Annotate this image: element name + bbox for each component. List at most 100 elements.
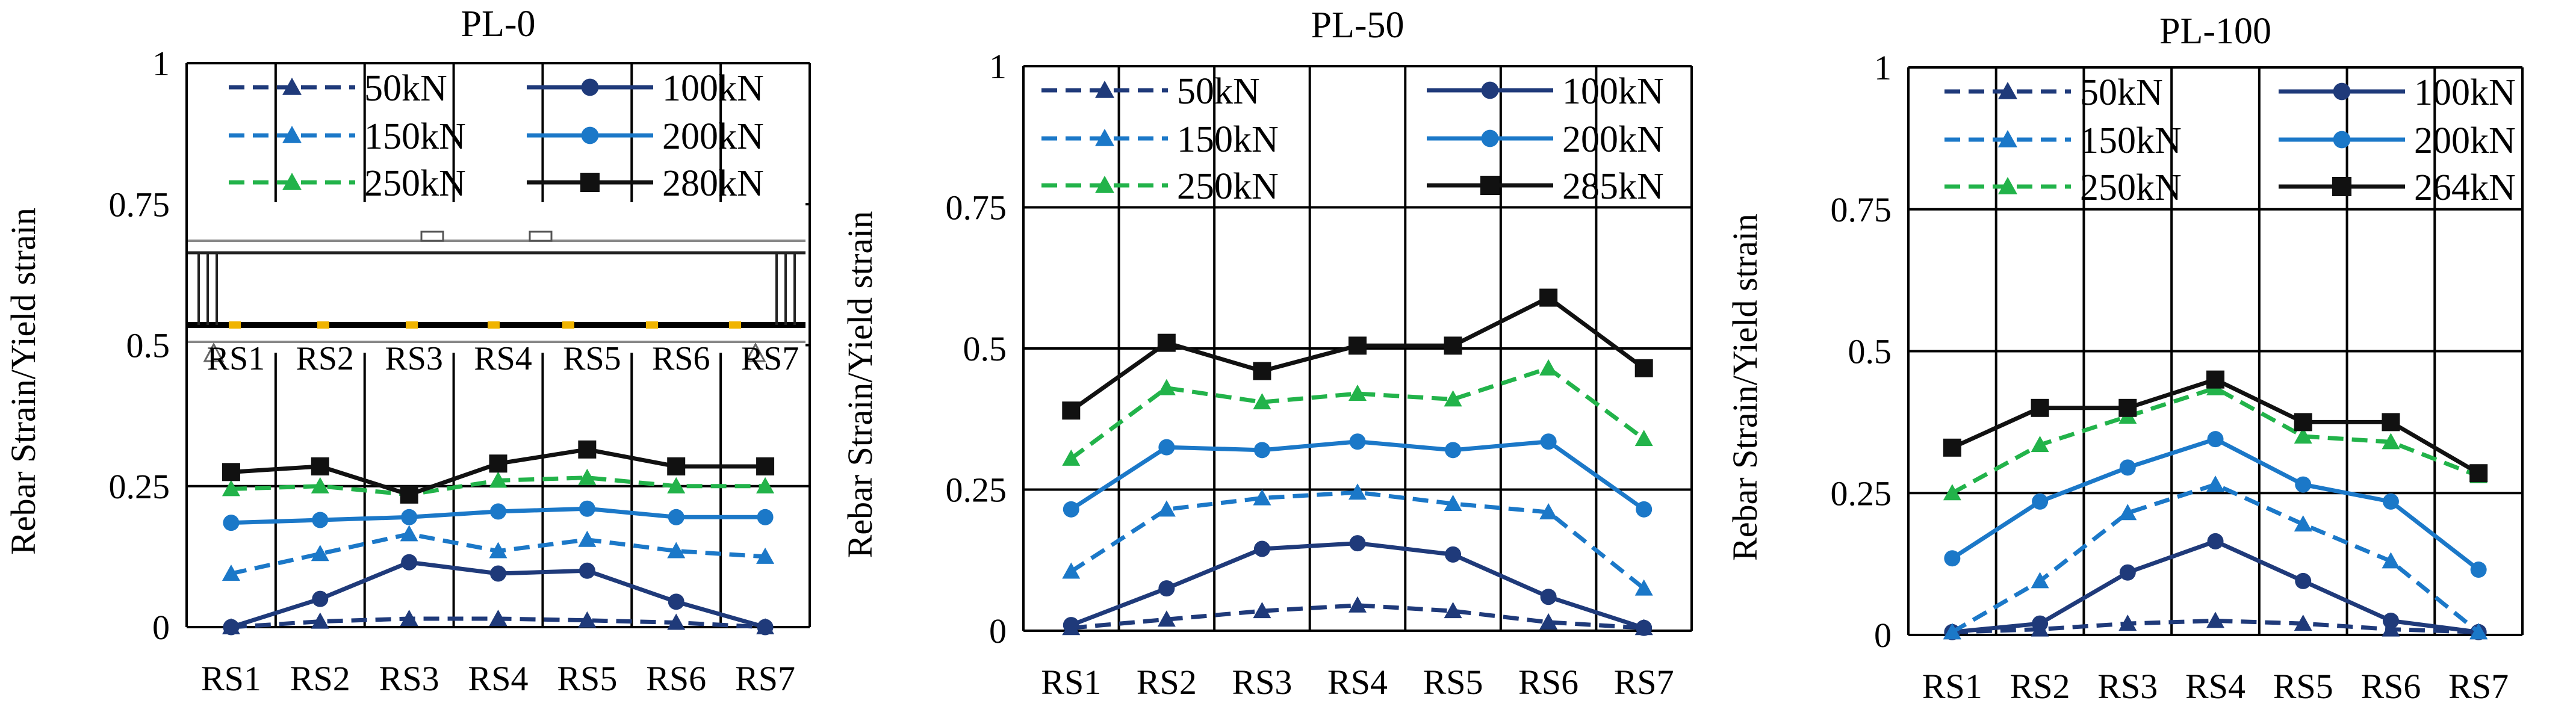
- data-point-RS2: [312, 590, 329, 607]
- data-point-RS7: [756, 547, 775, 564]
- y-tick-label: 0.75: [1831, 190, 1892, 229]
- inset-strain-gauge: [562, 321, 574, 329]
- data-point-RS6: [668, 593, 684, 610]
- data-point-RS4: [1349, 596, 1367, 613]
- data-point-RS3: [2118, 504, 2137, 521]
- chart-panel-2: PL-50 0 0.25 0.5 0.75 1 RS1 RS2 RS3 RS4 RS5 RS6 RS7 R…: [840, 5, 1693, 702]
- data-point-RS4: [2207, 533, 2224, 549]
- data-point-RS4: [490, 503, 506, 520]
- data-point-RS4: [2206, 370, 2224, 389]
- x-tick-label: RS3: [379, 659, 439, 698]
- data-point-RS4: [1349, 483, 1367, 500]
- data-point-RS3: [1253, 540, 1270, 557]
- data-point-RS2: [311, 545, 329, 562]
- data-point-RS4: [2206, 611, 2224, 628]
- data-point-RS6: [1539, 613, 1558, 630]
- inset-strain-gauge: [646, 321, 658, 329]
- legend-label: 250kN: [364, 163, 466, 204]
- data-point-RS6: [2382, 413, 2400, 432]
- legend-label: 150kN: [1177, 119, 1279, 160]
- data-point-RS6: [2382, 493, 2399, 510]
- y-tick-label: 0: [989, 611, 1007, 651]
- series-200kN: [1063, 433, 1653, 518]
- x-tick-label: RS7: [735, 659, 795, 698]
- legend-label: 100kN: [2414, 72, 2516, 113]
- data-point-RS3: [1253, 442, 1270, 459]
- inset-support: [745, 342, 766, 362]
- legend-label: 250kN: [2080, 167, 2182, 208]
- series-150kN: [222, 525, 775, 581]
- data-point-RS5: [1444, 390, 1462, 407]
- data-point-RS3: [400, 525, 418, 542]
- data-point-RS7: [757, 619, 774, 636]
- data-point-RS1: [1943, 623, 1961, 640]
- x-tick-label: RS1: [1041, 663, 1101, 702]
- series-line: [1070, 541, 1645, 630]
- data-point-RS3: [1253, 489, 1271, 506]
- data-point-RS6: [1539, 288, 1558, 307]
- data-point-RS1: [1943, 438, 1961, 457]
- legend-swatch-marker: [1998, 177, 2017, 194]
- x-tick-label: RS7: [2448, 667, 2509, 706]
- data-point-RS7: [1636, 619, 1653, 636]
- data-point-RS2: [1157, 500, 1176, 517]
- data-point-RS4: [490, 565, 506, 582]
- data-point-RS6: [2382, 433, 2400, 450]
- data-point-RS7: [756, 477, 775, 494]
- data-point-RS5: [578, 611, 597, 628]
- legend-swatch-marker: [1095, 176, 1114, 193]
- legend: 50kN 100kN 150kN 200kN 250kN 285kN: [1041, 71, 1664, 207]
- inset-gauge-label: RS2: [296, 340, 355, 377]
- y-tick-label: 0.75: [109, 185, 170, 224]
- x-tick-label: RS6: [2360, 667, 2421, 706]
- data-point-RS7: [1636, 501, 1653, 518]
- inset-load-plate: [529, 231, 553, 242]
- series-250kN: [1062, 359, 1653, 466]
- series-100kN: [1063, 535, 1653, 636]
- chart-title: PL-0: [461, 4, 536, 45]
- data-point-RS3: [401, 554, 418, 571]
- x-tick-label: RS5: [1423, 663, 1483, 702]
- data-point-RS3: [2119, 459, 2136, 476]
- x-tick-label: RS2: [1137, 663, 1197, 702]
- x-tick-label: RS3: [1232, 663, 1292, 702]
- y-tick-label: 0.25: [946, 471, 1007, 510]
- legend-label: 100kN: [662, 68, 764, 109]
- data-point-RS6: [1540, 589, 1557, 605]
- x-tick-label: RS1: [201, 659, 261, 698]
- series-285kN: [1062, 288, 1653, 420]
- series-280kN: [222, 440, 775, 504]
- data-point-RS7: [1634, 579, 1653, 596]
- data-point-RS2: [1157, 610, 1176, 627]
- data-point-RS5: [578, 530, 597, 547]
- data-point-RS6: [667, 457, 686, 475]
- data-point-RS5: [578, 440, 597, 459]
- data-point-RS2: [311, 477, 329, 494]
- inset-strain-gauge: [729, 321, 741, 329]
- data-point-RS4: [489, 471, 507, 488]
- x-tick-label: RS3: [2097, 667, 2158, 706]
- data-point-RS6: [1540, 433, 1557, 450]
- series-line: [1951, 436, 2480, 572]
- data-point-RS1: [222, 463, 240, 481]
- data-point-RS2: [2031, 572, 2049, 589]
- data-point-RS2: [311, 457, 329, 475]
- inset-background: [188, 202, 805, 353]
- data-point-RS2: [312, 512, 329, 528]
- inset-load-plate: [420, 231, 444, 242]
- data-point-RS2: [2031, 436, 2049, 453]
- data-point-RS1: [1062, 449, 1081, 466]
- inset-gauge-label: RS1: [207, 340, 265, 377]
- series-200kN: [1944, 431, 2487, 578]
- data-point-RS5: [1444, 336, 1462, 355]
- y-tick-label: 0: [1874, 616, 1892, 655]
- legend-swatch-marker: [2333, 131, 2351, 149]
- inset-strain-gauge: [488, 321, 500, 329]
- data-point-RS2: [1157, 333, 1176, 352]
- series-264kN: [1943, 370, 2488, 483]
- data-point-RS5: [579, 562, 595, 579]
- data-point-RS4: [489, 542, 507, 559]
- legend-label: 100kN: [1562, 71, 1664, 112]
- data-point-RS1: [1063, 617, 1079, 634]
- data-point-RS1: [1062, 401, 1081, 420]
